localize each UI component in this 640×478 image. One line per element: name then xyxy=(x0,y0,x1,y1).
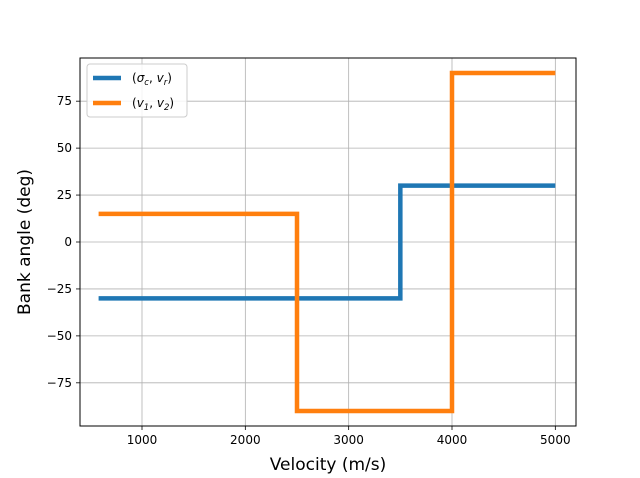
y-axis-label: Bank angle (deg) xyxy=(15,169,35,315)
series-line-1 xyxy=(98,183,556,301)
series-line-2 xyxy=(98,70,556,414)
x-tick-label: 2000 xyxy=(230,433,261,447)
y-tick-label: −25 xyxy=(47,282,72,296)
legend-label-2: (v1, v2) xyxy=(132,96,174,113)
y-tick-label: 50 xyxy=(57,141,72,155)
y-tick-label: 25 xyxy=(57,188,72,202)
ticks: 1000 2000 3000 4000 5000 −75 −50 −25 0 25 50 75 xyxy=(47,94,571,447)
x-tick-label: 3000 xyxy=(333,433,364,447)
x-tick-label: 1000 xyxy=(127,433,158,447)
y-tick-label: 75 xyxy=(57,94,72,108)
legend: (σc, vr) (v1, v2) xyxy=(86,63,188,118)
y-tick-label: 0 xyxy=(64,235,72,249)
x-tick-label: 5000 xyxy=(540,433,571,447)
x-tick-label: 4000 xyxy=(437,433,468,447)
x-axis-label: Velocity (m/s) xyxy=(270,455,387,475)
y-tick-label: −75 xyxy=(47,376,72,390)
series-layer xyxy=(98,70,556,414)
legend-label-1: (σc, vr) xyxy=(132,71,172,88)
y-tick-label: −50 xyxy=(47,329,72,343)
